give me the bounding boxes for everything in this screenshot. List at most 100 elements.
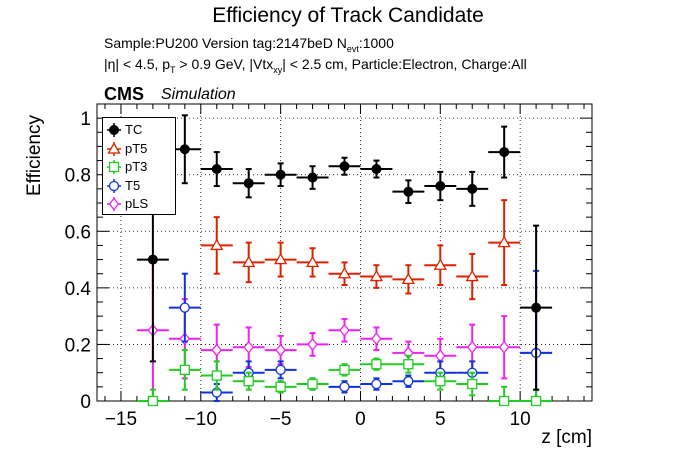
data-point xyxy=(369,269,384,282)
selection-info-c: | < 2.5 cm, Particle:Electron, Charge:Al… xyxy=(282,56,527,72)
legend: TC pT5 pT3 T5 pLS xyxy=(102,117,176,215)
legend-label: pLS xyxy=(125,196,149,211)
data-point xyxy=(339,161,350,172)
data-point xyxy=(371,332,382,346)
legend-item-pls: pLS xyxy=(105,195,175,213)
data-point xyxy=(467,378,478,390)
legend-marker xyxy=(107,141,121,154)
data-point xyxy=(275,364,286,376)
data-point xyxy=(339,323,350,337)
y-tick-label: 0 xyxy=(80,392,91,413)
data-point xyxy=(530,395,542,407)
y-tick-label: 0.8 xyxy=(65,166,91,187)
data-point xyxy=(211,164,222,175)
data-point xyxy=(499,395,510,407)
x-tick-label: 0 xyxy=(355,409,366,430)
series-t5 xyxy=(168,269,553,402)
data-point xyxy=(497,235,511,248)
legend-swatch xyxy=(107,178,121,193)
legend-item-pt5: pT5 xyxy=(105,140,175,158)
data-point xyxy=(210,238,224,251)
data-point xyxy=(403,376,414,387)
data-point xyxy=(371,164,382,175)
data-point xyxy=(179,302,190,313)
data-point xyxy=(243,376,254,387)
data-point xyxy=(403,186,414,197)
y-axis-label: Efficiency xyxy=(24,115,45,196)
data-point xyxy=(403,359,414,370)
data-point xyxy=(401,272,415,285)
data-point xyxy=(435,376,446,387)
data-point xyxy=(179,364,190,376)
x-axis-label: z [cm] xyxy=(541,427,592,448)
data-point xyxy=(243,178,254,189)
data-point xyxy=(371,359,382,370)
data-point xyxy=(434,349,446,363)
selection-info-sub2: xy xyxy=(273,64,283,75)
sample-info-line: Sample:PU200 Version tag:2147beD Nevt:10… xyxy=(104,35,394,54)
selection-info-sub1: T xyxy=(170,64,176,75)
legend-swatch xyxy=(107,197,121,211)
data-point xyxy=(179,144,190,155)
data-point xyxy=(305,255,320,268)
legend-label: TC xyxy=(125,122,143,137)
y-tick-label: 1 xyxy=(80,109,91,130)
simulation-label: Simulation xyxy=(161,86,236,103)
legend-marker xyxy=(108,180,120,191)
data-point xyxy=(499,147,510,158)
y-tick-label: 0.2 xyxy=(65,335,91,356)
x-tick-label: 5 xyxy=(435,409,446,430)
data-point xyxy=(339,364,350,376)
data-point xyxy=(433,258,447,270)
data-point xyxy=(339,381,350,393)
data-point xyxy=(466,340,478,354)
x-tick-label: −15 xyxy=(105,409,137,430)
y-tick-label: 0.6 xyxy=(65,222,91,243)
data-point xyxy=(467,183,478,194)
chart-title: Efficiency of Track Candidate xyxy=(212,4,484,27)
legend-item-tc: TC xyxy=(105,121,175,139)
data-point xyxy=(307,337,318,351)
data-point xyxy=(307,172,318,183)
series-pt3 xyxy=(136,349,553,407)
selection-info-b: > 0.9 GeV, |Vtx xyxy=(175,56,274,72)
selection-info-a: |η| < 4.5, p xyxy=(104,56,171,72)
data-point xyxy=(371,378,382,390)
data-point xyxy=(275,343,286,357)
x-tick-label: −10 xyxy=(185,409,217,430)
legend-marker xyxy=(108,161,120,173)
sample-info-sub: evt xyxy=(346,43,359,54)
data-point xyxy=(435,181,446,192)
data-point xyxy=(531,302,542,313)
series-pt5 xyxy=(200,199,521,301)
cms-label: CMS xyxy=(104,84,144,104)
legend-swatch xyxy=(107,160,121,174)
data-point xyxy=(465,269,479,282)
data-point xyxy=(275,381,286,393)
data-point xyxy=(275,169,286,180)
legend-item-t5: T5 xyxy=(105,177,175,195)
data-point xyxy=(211,370,222,381)
sample-info-end: :1000 xyxy=(358,35,394,51)
selection-info-line: |η| < 4.5, pT > 0.9 GeV, |Vtxxy| < 2.5 c… xyxy=(104,56,527,75)
legend-label: T5 xyxy=(125,177,141,193)
data-point xyxy=(242,255,256,268)
legend-swatch xyxy=(107,123,121,137)
data-point xyxy=(307,378,318,390)
legend-label: pT5 xyxy=(125,140,148,156)
data-point xyxy=(274,252,288,265)
data-point xyxy=(243,340,255,354)
series-tc xyxy=(136,114,553,391)
data-point xyxy=(147,395,159,407)
data-point xyxy=(337,266,352,279)
x-tick-label: −5 xyxy=(270,409,292,430)
sample-info-text: Sample:PU200 Version tag:2147beD N xyxy=(104,35,347,51)
legend-marker xyxy=(109,125,119,135)
y-tick-label: 0.4 xyxy=(65,279,92,300)
x-tick-label: 10 xyxy=(510,409,531,430)
legend-item-pt3: pT3 xyxy=(105,158,175,176)
data-point xyxy=(211,343,223,357)
data-point xyxy=(147,254,158,265)
legend-marker xyxy=(108,197,120,211)
